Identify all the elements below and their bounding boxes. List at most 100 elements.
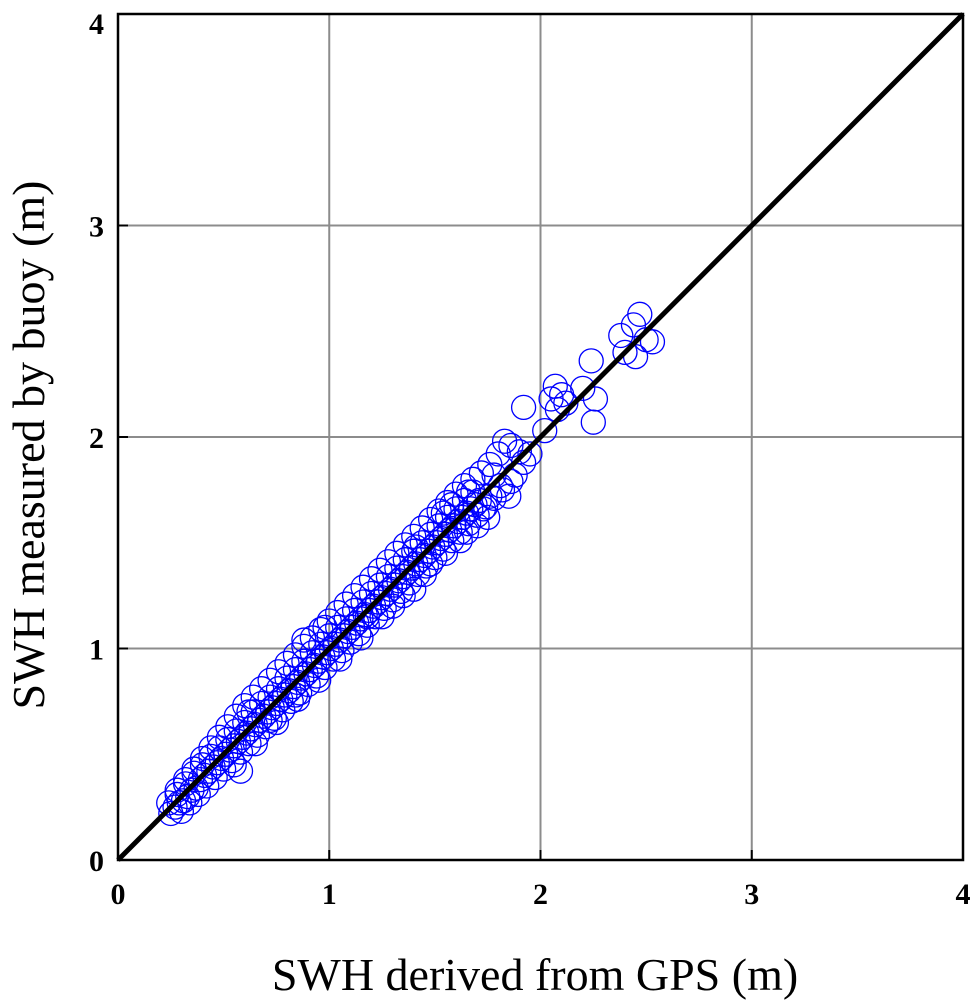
data-point <box>445 508 471 535</box>
data-point <box>420 534 446 560</box>
data-point <box>282 642 309 668</box>
data-point <box>580 409 606 435</box>
x-tick-label: 1 <box>322 878 337 911</box>
data-point <box>382 572 408 598</box>
y-tick-label: 4 <box>89 8 104 41</box>
data-point <box>200 754 226 780</box>
data-point <box>223 703 249 729</box>
data-point <box>398 555 425 581</box>
data-point <box>608 322 634 349</box>
data-point <box>369 585 395 611</box>
data-point <box>158 800 184 827</box>
data-point <box>411 542 437 569</box>
data-point <box>367 557 393 583</box>
data-point <box>498 432 524 459</box>
data-point <box>496 483 522 509</box>
data-point <box>485 441 511 467</box>
data-point <box>365 589 391 615</box>
data-point <box>532 418 558 444</box>
data-point <box>162 794 188 820</box>
data-point <box>333 591 359 617</box>
x-tick-marks <box>117 850 964 860</box>
data-point <box>553 390 579 416</box>
data-point <box>236 699 262 725</box>
data-point <box>417 551 444 577</box>
x-tick-labels: 0 1 2 3 4 <box>111 878 971 911</box>
data-point <box>215 714 241 740</box>
data-point <box>272 682 298 708</box>
data-point <box>510 449 537 476</box>
data-point <box>189 745 216 772</box>
data-point <box>468 460 495 486</box>
data-point <box>426 498 452 524</box>
data-point <box>204 750 230 776</box>
data-point <box>401 576 427 602</box>
data-point <box>464 513 490 539</box>
data-point <box>487 472 514 499</box>
data-point <box>166 790 192 816</box>
data-point <box>432 521 459 547</box>
x-tick-label: 0 <box>111 878 126 911</box>
data-point <box>255 699 281 725</box>
x-tick-label: 4 <box>956 878 971 911</box>
data-point <box>291 627 317 653</box>
data-point <box>341 582 368 609</box>
y-tick-label: 3 <box>89 211 104 244</box>
data-point <box>265 659 292 685</box>
data-point <box>227 758 254 784</box>
data-point <box>432 540 459 566</box>
data-point <box>242 731 268 757</box>
data-point <box>451 472 478 499</box>
data-point <box>274 650 300 676</box>
data-point <box>439 492 465 518</box>
x-axis-label: SWH derived from GPS (m) <box>272 949 798 1000</box>
data-point <box>327 646 353 672</box>
data-point <box>612 339 638 366</box>
data-point <box>517 441 543 467</box>
data-point <box>164 781 190 808</box>
x-tick-label: 3 <box>744 878 759 911</box>
data-point <box>284 686 311 712</box>
data-point <box>306 667 332 693</box>
data-point <box>280 673 306 700</box>
data-point <box>208 745 235 772</box>
data-point <box>350 574 376 600</box>
data-point <box>390 563 416 590</box>
data-point <box>477 483 503 509</box>
data-point <box>339 614 366 640</box>
data-point <box>379 593 406 619</box>
data-point <box>316 608 342 634</box>
data-point <box>401 523 427 550</box>
data-point <box>156 790 182 816</box>
data-point <box>456 479 482 505</box>
data-point <box>172 771 199 797</box>
data-point <box>221 752 247 778</box>
data-point <box>206 724 233 750</box>
data-point <box>447 527 473 554</box>
data-point <box>453 500 480 526</box>
data-point <box>327 627 353 653</box>
data-point <box>375 549 402 575</box>
data-point <box>248 676 275 702</box>
y-tick-label: 0 <box>89 845 104 878</box>
data-point <box>491 428 518 454</box>
data-point <box>354 604 380 630</box>
data-point <box>441 513 467 539</box>
data-point <box>460 466 486 492</box>
data-point <box>299 625 326 651</box>
data-point <box>443 481 469 507</box>
data-point <box>251 703 277 729</box>
data-point <box>434 489 461 516</box>
data-point <box>276 678 302 704</box>
data-point <box>542 373 568 399</box>
data-point <box>392 532 418 558</box>
data-point <box>409 515 435 541</box>
data-point <box>232 692 258 719</box>
data-point <box>263 690 290 717</box>
data-point <box>284 669 311 695</box>
reference-line-1to1 <box>116 12 965 862</box>
data-point <box>578 348 604 374</box>
data-point <box>229 724 256 750</box>
data-point <box>510 394 537 421</box>
